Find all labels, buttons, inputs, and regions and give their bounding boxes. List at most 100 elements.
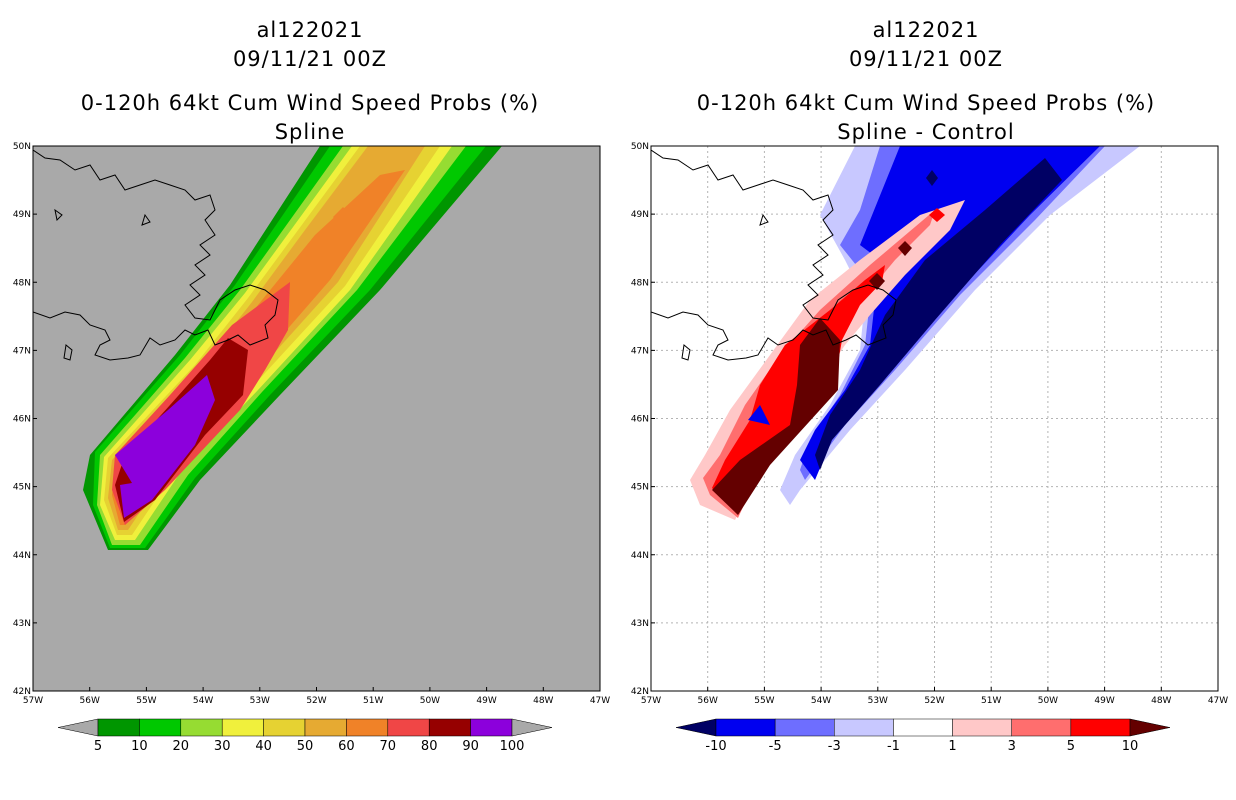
right-cb-box xyxy=(1011,718,1072,737)
right-plot-frame xyxy=(650,145,1219,692)
right-cb-left-arrow xyxy=(675,718,717,737)
left-cb-tick-label: 30 xyxy=(214,739,231,754)
diff-contour-pos10 xyxy=(712,318,840,515)
left-cb-box xyxy=(180,718,223,737)
contour-60-spot xyxy=(333,207,353,230)
diff-contour-pos5-spot xyxy=(929,208,945,222)
right-cb-tick-label: 3 xyxy=(1008,739,1016,754)
left-cb-box xyxy=(428,718,471,737)
left-x-tick-label: 49W xyxy=(476,696,496,706)
contour-90 xyxy=(115,375,215,518)
left-colorbar: 5 10 20 30 40 50 60 70 80 90 100 xyxy=(57,718,553,754)
right-y-tick-label: 50N xyxy=(631,142,649,152)
left-cb-tick-label: 5 xyxy=(94,739,102,754)
left-axis-ticks: 57W 56W 55W 54W 53W 52W 51W 50W 49W 48W 47W 42N 43N 4… xyxy=(13,142,610,706)
left-x-tick-label: 54W xyxy=(193,696,213,706)
right-cb-tick-label: -3 xyxy=(828,739,841,754)
left-cb-tick-label: 70 xyxy=(380,739,397,754)
left-subtitle: Spline xyxy=(274,120,346,144)
right-axis-ticks: 57W 56W 55W 54W 53W 52W 51W 50W 49W 48W 47W 42N 43N 4… xyxy=(631,142,1228,706)
left-x-tick-label: 55W xyxy=(136,696,156,706)
right-x-tick-label: 52W xyxy=(924,696,944,706)
right-coastline xyxy=(651,149,897,361)
right-y-tick-label: 44N xyxy=(631,551,649,561)
right-x-tick-label: 55W xyxy=(754,696,774,706)
left-x-tick-label: 51W xyxy=(363,696,383,706)
left-cb-tick-label: 40 xyxy=(255,739,272,754)
left-cb-tick-label: 100 xyxy=(500,739,525,754)
right-cb-box xyxy=(893,718,953,737)
right-subtitle: Spline - Control xyxy=(837,120,1015,144)
left-cb-tick-label: 10 xyxy=(131,739,148,754)
left-y-tick-label: 49N xyxy=(13,210,31,220)
left-y-tick-label: 44N xyxy=(13,551,31,561)
left-y-tick-label: 43N xyxy=(13,619,31,629)
right-cb-tick-label: -10 xyxy=(705,739,726,754)
right-y-tick-label: 43N xyxy=(631,619,649,629)
right-storm-id: al122021 xyxy=(872,18,980,42)
right-cb-tick-label: 1 xyxy=(948,739,956,754)
right-x-tick-label: 56W xyxy=(698,696,718,706)
right-cb-tick-label: -1 xyxy=(887,739,900,754)
right-y-tick-label: 49N xyxy=(631,210,649,220)
left-y-tick-label: 47N xyxy=(13,346,31,356)
left-cb-right-arrow xyxy=(511,718,553,737)
right-y-tick-label: 45N xyxy=(631,483,649,493)
left-storm-id: al122021 xyxy=(256,18,364,42)
left-cb-tick-label: 80 xyxy=(421,739,438,754)
right-y-tick-label: 47N xyxy=(631,346,649,356)
right-x-tick-label: 50W xyxy=(1038,696,1058,706)
left-plot-frame xyxy=(32,145,601,692)
right-x-tick-label: 48W xyxy=(1151,696,1171,706)
left-x-tick-label: 53W xyxy=(250,696,270,706)
left-x-tick-label: 48W xyxy=(533,696,553,706)
left-cb-box xyxy=(139,718,182,737)
left-cb-box xyxy=(97,718,140,737)
right-x-tick-label: 54W xyxy=(811,696,831,706)
left-cb-box xyxy=(221,718,264,737)
left-cb-box xyxy=(263,718,306,737)
right-contours xyxy=(690,146,1140,520)
right-x-tick-label: 57W xyxy=(641,696,661,706)
diff-contour-pos10-spot1 xyxy=(869,273,885,290)
left-plot: 57W 56W 55W 54W 53W 52W 51W 50W 49W 48W 47W 42N 43N 4… xyxy=(13,142,610,706)
diff-contour-neg-spot2 xyxy=(748,405,770,425)
right-y-tick-label: 46N xyxy=(631,415,649,425)
diff-contour-neg10 xyxy=(815,158,1062,470)
left-x-tick-label: 50W xyxy=(420,696,440,706)
right-cb-tick-label: -5 xyxy=(769,739,782,754)
right-title: 0-120h 64kt Cum Wind Speed Probs (%) xyxy=(696,91,1156,115)
left-coastline xyxy=(33,149,279,361)
right-cb-box xyxy=(1070,718,1131,737)
left-cb-tick-label: 50 xyxy=(297,739,314,754)
right-cb-box xyxy=(715,718,776,737)
left-x-tick-label: 56W xyxy=(80,696,100,706)
left-cb-box xyxy=(470,718,513,737)
left-y-tick-label: 42N xyxy=(13,687,31,697)
left-cb-box xyxy=(346,718,389,737)
left-y-tick-label: 45N xyxy=(13,483,31,493)
left-y-tick-label: 48N xyxy=(13,278,31,288)
right-cb-box xyxy=(952,718,1012,737)
right-x-tick-label: 49W xyxy=(1094,696,1114,706)
left-title: 0-120h 64kt Cum Wind Speed Probs (%) xyxy=(80,91,540,115)
left-cb-left-arrow xyxy=(57,718,99,737)
left-y-tick-label: 46N xyxy=(13,415,31,425)
left-y-tick-label: 50N xyxy=(13,142,31,152)
right-cb-box xyxy=(834,718,894,737)
left-contours xyxy=(83,146,502,550)
right-cb-tick-label: 5 xyxy=(1067,739,1075,754)
right-x-tick-label: 47W xyxy=(1208,696,1228,706)
left-x-tick-label: 47W xyxy=(590,696,610,706)
left-cb-tick-label: 90 xyxy=(462,739,479,754)
left-x-tick-label: 57W xyxy=(23,696,43,706)
right-x-tick-label: 53W xyxy=(868,696,888,706)
left-x-tick-label: 52W xyxy=(306,696,326,706)
diff-contour-pos10-spot2 xyxy=(898,241,912,256)
left-cb-tick-label: 20 xyxy=(173,739,190,754)
right-y-tick-label: 48N xyxy=(631,278,649,288)
left-date: 09/11/21 00Z xyxy=(232,47,388,71)
right-colorbar: -10 -5 -3 -1 1 3 5 10 xyxy=(675,718,1171,754)
right-cb-right-arrow xyxy=(1129,718,1171,737)
right-plot: 57W 56W 55W 54W 53W 52W 51W 50W 49W 48W 47W 42N 43N 4… xyxy=(631,142,1228,706)
